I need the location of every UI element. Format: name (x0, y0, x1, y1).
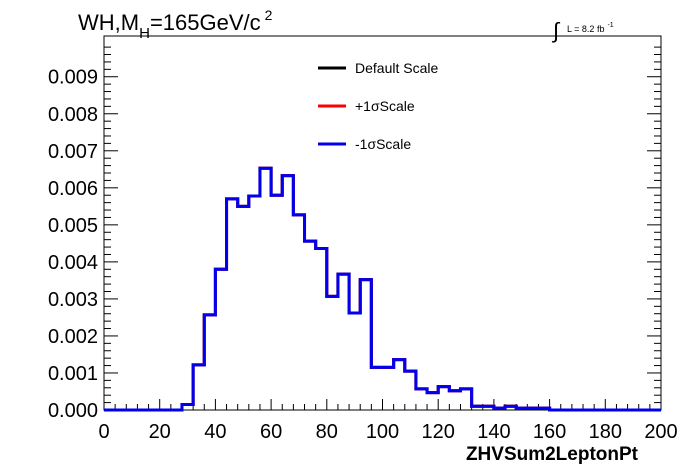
integral-sign: ∫ (551, 18, 561, 43)
x-tick-label: 40 (204, 421, 226, 443)
y-tick-label: 0.009 (48, 67, 98, 89)
y-tick-label: 0.001 (48, 363, 98, 385)
y-axis: 0.000 0.001 0.002 0.003 0.004 0.005 0.006 0.007… (48, 46, 661, 422)
legend: Default Scale +1σScale -1σScale (318, 60, 438, 152)
series-layer (104, 166, 661, 412)
legend-label: +1σScale (355, 98, 415, 114)
y-tick-label: 0.000 (48, 400, 98, 422)
chart-title: WH,MH=165GeV/c 2 (78, 7, 273, 42)
x-tick-label: 180 (589, 421, 622, 443)
y-tick-label: 0.007 (48, 141, 98, 163)
x-tick-label: 20 (149, 421, 171, 443)
luminosity-label: L = 8.2 fb -1 (567, 22, 614, 34)
y-tick-label: 0.003 (48, 289, 98, 311)
x-tick-label: 80 (316, 421, 338, 443)
y-tick-label: 0.002 (48, 326, 98, 348)
x-tick-label: 120 (422, 421, 455, 443)
x-tick-label: 160 (533, 421, 566, 443)
x-tick-label: 200 (644, 421, 677, 443)
y-tick-label: 0.005 (48, 215, 98, 237)
y-tick-label: 0.006 (48, 178, 98, 200)
x-tick-label: 60 (260, 421, 282, 443)
legend-label: Default Scale (355, 60, 438, 76)
plot-frame (103, 35, 662, 411)
y-tick-label: 0.004 (48, 252, 98, 274)
x-tick-label: 100 (366, 421, 399, 443)
series-line (104, 166, 661, 412)
x-axis: 0 20 40 60 80 100 120 140 160 180 200 (98, 399, 678, 443)
x-tick-label: 140 (477, 421, 510, 443)
x-tick-label: 0 (98, 421, 109, 443)
y-tick-label: 0.008 (48, 104, 98, 126)
x-axis-label: ZHVSum2LeptonPt (466, 444, 639, 465)
legend-label: -1σScale (355, 136, 411, 152)
